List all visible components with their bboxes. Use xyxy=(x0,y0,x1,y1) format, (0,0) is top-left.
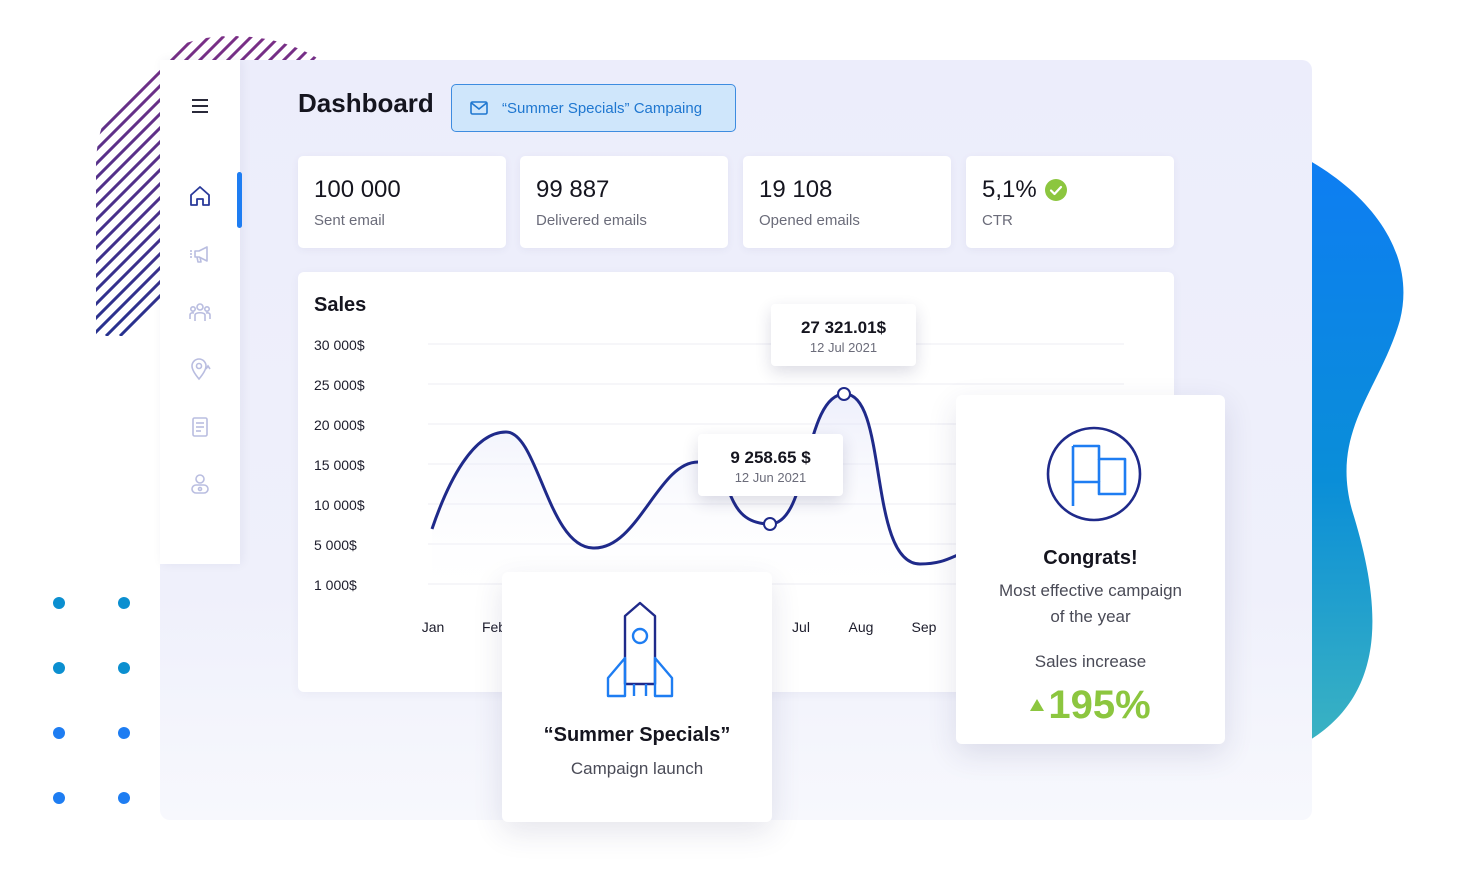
sidebar-item-home[interactable] xyxy=(186,182,214,210)
tooltip-value: 9 258.65 $ xyxy=(730,448,811,467)
document-icon xyxy=(192,417,208,437)
stat-label: Sent email xyxy=(314,212,385,229)
sales-increase-value: 195% xyxy=(1048,683,1151,727)
megaphone-icon xyxy=(190,246,208,263)
data-point-jul xyxy=(837,387,851,401)
x-tick-label: Sep xyxy=(911,619,937,635)
stat-card-sent: 100 000 Sent email xyxy=(298,156,506,248)
sidebar xyxy=(160,60,242,564)
stat-value: 99 887 xyxy=(536,176,610,203)
chart-title: Sales xyxy=(314,294,367,316)
stat-label: Delivered emails xyxy=(536,212,647,229)
chart-tooltip-jun: 9 258.65 $ 12 Jun 2021 xyxy=(698,434,843,496)
x-tick-label: Feb xyxy=(481,619,507,635)
stat-card-delivered: 99 887 Delivered emails xyxy=(520,156,728,248)
y-tick-label: 5 000$ xyxy=(314,537,357,553)
mail-icon xyxy=(470,101,488,115)
congrats-line-2: of the year xyxy=(1050,607,1131,626)
x-tick-label: Jan xyxy=(421,619,445,635)
y-tick-label: 15 000$ xyxy=(314,457,365,473)
sales-line xyxy=(430,392,979,566)
sidebar-item-reports[interactable] xyxy=(186,413,214,441)
sidebar-item-locations[interactable] xyxy=(186,355,214,383)
users-icon xyxy=(189,303,211,321)
flag-icon xyxy=(1046,426,1142,522)
sales-increase-label: Sales increase xyxy=(1034,652,1147,671)
y-tick-label: 10 000$ xyxy=(314,497,365,513)
tooltip-date: 12 Jun 2021 xyxy=(734,470,807,485)
data-point-jun xyxy=(763,517,777,531)
y-tick-label: 20 000$ xyxy=(314,417,365,433)
home-icon xyxy=(190,186,210,206)
sidebar-item-campaigns[interactable] xyxy=(186,240,214,268)
campaign-chip-label: “Summer Specials” Campaing xyxy=(502,99,703,117)
campaign-chip[interactable]: “Summer Specials” Campaing xyxy=(451,84,736,132)
campaign-launch-card: “Summer Specials” Campaign launch xyxy=(502,572,772,822)
stat-value: 5,1% xyxy=(982,176,1037,203)
stat-value: 19 108 xyxy=(759,176,833,203)
sidebar-item-audience[interactable] xyxy=(186,298,214,326)
sidebar-active-indicator xyxy=(237,172,242,228)
stat-card-opened: 19 108 Opened emails xyxy=(743,156,951,248)
y-tick-label: 25 000$ xyxy=(314,377,365,393)
campaign-card-subtitle: Campaign launch xyxy=(570,759,704,778)
tooltip-value: 27 321.01$ xyxy=(800,318,887,337)
stat-value: 100 000 xyxy=(314,176,401,203)
user-icon xyxy=(191,474,209,494)
x-tick-label: Aug xyxy=(848,619,874,635)
y-tick-label: 30 000$ xyxy=(314,337,365,353)
menu-icon[interactable] xyxy=(186,92,214,120)
congrats-title: Congrats! xyxy=(1043,547,1138,569)
triangle-up-icon xyxy=(1030,699,1045,711)
stat-label: CTR xyxy=(982,212,1013,229)
campaign-card-title: “Summer Specials” xyxy=(543,724,731,746)
y-tick-label: 1 000$ xyxy=(314,577,357,593)
location-icon xyxy=(191,358,211,381)
sales-area xyxy=(432,394,978,602)
stat-label: Opened emails xyxy=(759,212,860,229)
check-circle-icon xyxy=(1044,179,1067,201)
sidebar-item-profile[interactable] xyxy=(186,470,214,498)
stat-card-ctr: 5,1% CTR xyxy=(966,156,1174,248)
rocket-icon xyxy=(606,601,674,698)
page-title: Dashboard xyxy=(298,88,434,118)
sales-increase-metric: 195% xyxy=(956,685,1225,725)
chart-tooltip-jul: 27 321.01$ 12 Jul 2021 xyxy=(771,304,916,366)
congrats-line-1: Most effective campaign xyxy=(999,581,1182,600)
congrats-card: Congrats! Most effective campaign of the… xyxy=(956,395,1225,744)
tooltip-date: 12 Jul 2021 xyxy=(809,340,878,355)
x-tick-label: Jul xyxy=(792,619,810,635)
